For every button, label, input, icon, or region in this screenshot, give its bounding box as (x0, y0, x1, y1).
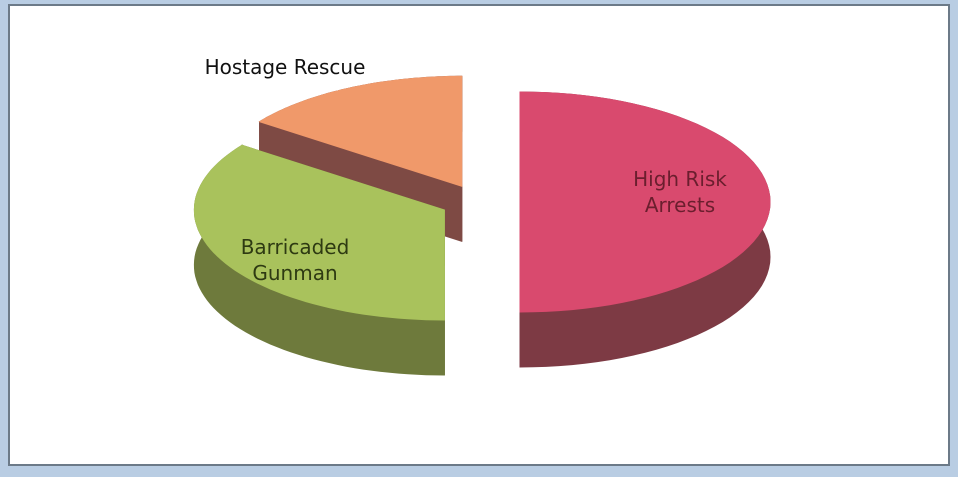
slice-label: Hostage Rescue (204, 55, 366, 79)
slice (519, 91, 771, 313)
slice (519, 91, 771, 368)
slice (193, 144, 445, 376)
slice-label: High Risk Arrests (633, 167, 727, 217)
chart (193, 75, 771, 376)
slice (193, 144, 445, 321)
slice (258, 75, 463, 187)
slice-label: Barricaded Gunman (240, 235, 350, 285)
chart-frame: High Risk Arrests Barricaded Gunman Host… (8, 4, 950, 466)
